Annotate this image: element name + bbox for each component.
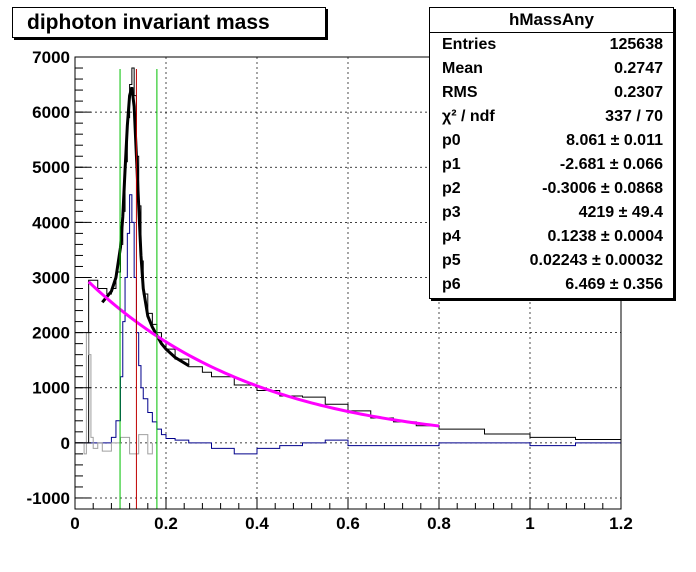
x-tick-label: 0	[70, 514, 79, 533]
y-tick-label: 0	[61, 434, 70, 453]
y-tick-label: 3000	[32, 268, 70, 287]
stats-label: p0	[442, 132, 461, 149]
title-box: diphoton invariant mass	[12, 7, 326, 38]
residual-histogram	[75, 332, 153, 455]
stats-label: p6	[442, 276, 461, 293]
stats-row: p0 8.061 ± 0.011	[442, 129, 663, 153]
y-tick-label: 6000	[32, 103, 70, 122]
stats-value: 0.02243 ± 0.00032	[529, 252, 663, 269]
stats-value: 8.061 ± 0.011	[566, 132, 663, 149]
stats-row: χ² / ndf 337 / 70	[442, 105, 663, 129]
stats-value: 125638	[609, 36, 663, 53]
y-tick-label: 5000	[32, 158, 70, 177]
stats-label: RMS	[442, 84, 478, 101]
chart-title: diphoton invariant mass	[27, 11, 270, 34]
stats-row: p6 6.469 ± 0.356	[442, 273, 663, 297]
stats-label: Entries	[442, 36, 497, 53]
y-tick-label: 4000	[32, 213, 70, 232]
stats-value: 337 / 70	[605, 108, 663, 125]
x-tick-label: 1.2	[609, 514, 633, 533]
stats-row: p4 0.1238 ± 0.0004	[442, 225, 663, 249]
stats-row: p2 -0.3006 ± 0.0868	[442, 177, 663, 201]
stats-row: p3 4219 ± 49.4	[442, 201, 663, 225]
x-tick-label: 0.4	[245, 514, 269, 533]
y-tick-label: 2000	[32, 324, 70, 343]
stats-label: p3	[442, 204, 461, 221]
x-tick-label: 0.2	[154, 514, 178, 533]
subtracted-histogram	[75, 194, 621, 455]
stats-row: RMS 0.2307	[442, 81, 663, 105]
stats-label: p1	[442, 156, 461, 173]
stats-box: hMassAny Entries 125638 Mean 0.2747 RMS 0.230…	[429, 7, 674, 299]
stats-label: p4	[442, 228, 461, 245]
y-tick-label: 1000	[32, 379, 70, 398]
stats-row: p5 0.02243 ± 0.00032	[442, 249, 663, 273]
stats-value: -0.3006 ± 0.0868	[542, 180, 663, 197]
y-tick-labels: -1000 0 1000 2000 3000 4000 5000 6000 7000	[27, 48, 70, 508]
stats-value: 0.2307	[614, 84, 663, 101]
stats-row: Mean 0.2747	[442, 57, 663, 81]
stats-value: 6.469 ± 0.356	[565, 276, 663, 293]
stats-label: p2	[442, 180, 461, 197]
stats-row: p1 -2.681 ± 0.066	[442, 153, 663, 177]
stats-value: -2.681 ± 0.066	[559, 156, 663, 173]
y-tick-label: 7000	[32, 48, 70, 67]
fit-curve	[101, 86, 190, 367]
stats-value: 0.1238 ± 0.0004	[547, 228, 663, 245]
x-tick-label: 0.8	[427, 514, 451, 533]
stats-row: Entries 125638	[442, 33, 663, 57]
x-tick-labels: 0 0.2 0.4 0.6 0.8 1 1.2	[70, 514, 633, 533]
stats-label: χ² / ndf	[442, 108, 495, 125]
stats-label: Mean	[442, 60, 483, 77]
series-layer	[75, 67, 622, 509]
data-histogram	[75, 67, 622, 444]
background-fit-curve	[87, 280, 440, 428]
stats-value: 0.2747	[614, 60, 663, 77]
stats-histogram-name: hMassAny	[430, 8, 673, 33]
stats-value: 4219 ± 49.4	[578, 204, 663, 221]
axis-ticks	[74, 56, 622, 510]
x-tick-label: 0.6	[336, 514, 360, 533]
x-tick-label: 1	[525, 514, 534, 533]
y-tick-label: -1000	[27, 489, 70, 508]
stats-label: p5	[442, 252, 461, 269]
